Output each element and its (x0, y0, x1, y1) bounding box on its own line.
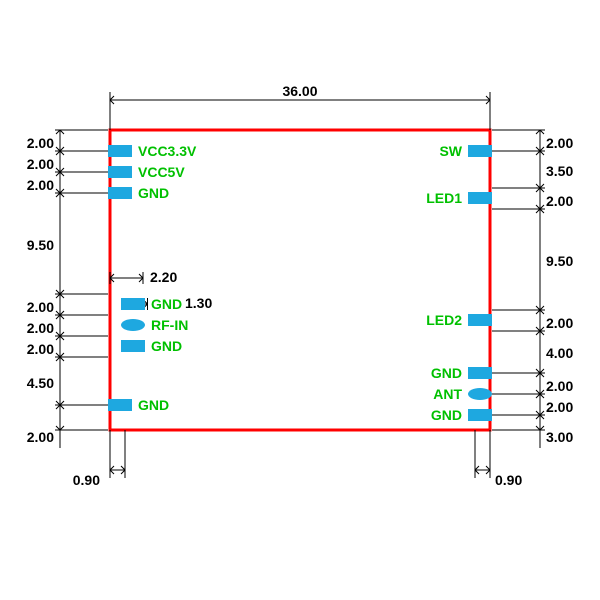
dim-right: 2.00 (546, 315, 573, 331)
pin-label: RF-IN (151, 317, 188, 333)
dim-right: 2.00 (546, 399, 573, 415)
dim-right: 2.00 (546, 135, 573, 151)
pad-sw (468, 145, 492, 157)
dim-right: 3.50 (546, 163, 573, 179)
dim-left: 2.00 (27, 177, 54, 193)
pad-gnd (108, 187, 132, 199)
dim-left: 2.00 (27, 299, 54, 315)
pin-label: GND (151, 296, 182, 312)
pad-led2 (468, 314, 492, 326)
pin-label: GND (138, 397, 169, 413)
dim-left: 4.50 (27, 375, 54, 391)
dim-width: 36.00 (282, 83, 317, 99)
pin-label: VCC5V (138, 164, 185, 180)
pad-gnd (468, 367, 492, 379)
dim-margin-left: 0.90 (73, 472, 100, 488)
pad-ant (468, 388, 492, 400)
pad-vcc5v (108, 166, 132, 178)
dim-right: 4.00 (546, 345, 573, 361)
pin-label: GND (431, 365, 462, 381)
pad-led1 (468, 192, 492, 204)
pin-label: LED2 (426, 312, 462, 328)
dim-left: 9.50 (27, 237, 54, 253)
dim-pad-h: 1.30 (185, 295, 212, 311)
dim-right: 9.50 (546, 253, 573, 269)
dim-left: 2.00 (27, 341, 54, 357)
dim-margin-right: 0.90 (495, 472, 522, 488)
pad-rf-in (121, 319, 145, 331)
pad-gnd (468, 409, 492, 421)
pin-label: GND (151, 338, 182, 354)
pad-gnd (121, 298, 145, 310)
dim-left: 2.00 (27, 135, 54, 151)
pad-gnd (108, 399, 132, 411)
dim-right: 2.00 (546, 378, 573, 394)
dim-left: 2.00 (27, 156, 54, 172)
pin-label: ANT (433, 386, 462, 402)
pad-vcc3.3v (108, 145, 132, 157)
dim-left: 2.00 (27, 320, 54, 336)
pin-label: VCC3.3V (138, 143, 197, 159)
dim-pad-w: 2.20 (150, 269, 177, 285)
pad-gnd (121, 340, 145, 352)
pin-label: GND (138, 185, 169, 201)
dim-right: 3.00 (546, 429, 573, 445)
pin-label: GND (431, 407, 462, 423)
pin-label: SW (439, 143, 462, 159)
dim-left: 2.00 (27, 429, 54, 445)
pin-label: LED1 (426, 190, 462, 206)
dim-right: 2.00 (546, 193, 573, 209)
